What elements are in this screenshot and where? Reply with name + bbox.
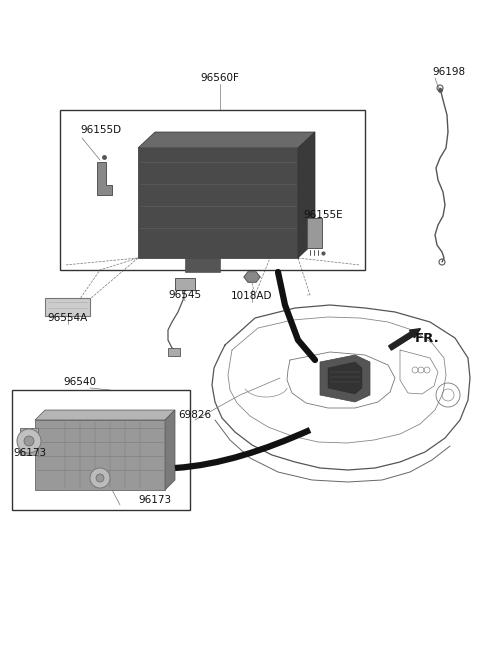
Polygon shape xyxy=(35,420,165,490)
Polygon shape xyxy=(320,355,370,402)
Polygon shape xyxy=(138,148,298,258)
Bar xyxy=(12,390,190,510)
Text: 96540: 96540 xyxy=(63,377,96,387)
Text: 96173: 96173 xyxy=(138,495,171,505)
Polygon shape xyxy=(168,348,180,356)
Circle shape xyxy=(90,468,110,488)
Polygon shape xyxy=(45,298,90,316)
Polygon shape xyxy=(35,410,175,420)
Polygon shape xyxy=(97,162,112,195)
Text: 96198: 96198 xyxy=(432,67,465,77)
Text: 69826: 69826 xyxy=(179,410,212,420)
Polygon shape xyxy=(165,410,175,490)
Polygon shape xyxy=(298,132,315,258)
Circle shape xyxy=(17,429,41,453)
Text: 96173: 96173 xyxy=(13,448,47,458)
Polygon shape xyxy=(175,278,195,290)
Polygon shape xyxy=(20,428,38,455)
Text: FR.: FR. xyxy=(415,331,440,344)
Polygon shape xyxy=(307,218,322,248)
Circle shape xyxy=(24,436,34,446)
Bar xyxy=(60,110,365,270)
Polygon shape xyxy=(138,132,315,148)
Polygon shape xyxy=(328,362,362,394)
Text: 96560F: 96560F xyxy=(201,73,240,83)
Polygon shape xyxy=(185,258,220,272)
Circle shape xyxy=(96,474,104,482)
Text: 96554A: 96554A xyxy=(48,313,88,323)
Text: 96155E: 96155E xyxy=(303,210,343,220)
FancyArrow shape xyxy=(389,329,420,350)
Text: 1018AD: 1018AD xyxy=(231,291,273,301)
Text: 96155D: 96155D xyxy=(80,125,121,135)
Text: 96545: 96545 xyxy=(168,290,202,300)
Polygon shape xyxy=(244,272,260,282)
